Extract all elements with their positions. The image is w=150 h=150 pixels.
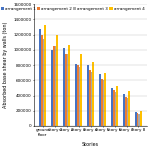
Legend: arrangement 1, arrangement 2, arrangement 3, arrangement 4: arrangement 1, arrangement 2, arrangemen… — [0, 6, 145, 12]
Bar — [104, 73, 106, 126]
Bar — [92, 62, 94, 126]
Bar — [87, 65, 89, 126]
Bar — [140, 111, 142, 126]
Bar — [51, 50, 53, 126]
Bar — [55, 46, 56, 126]
Bar — [45, 25, 46, 126]
Bar — [135, 112, 137, 126]
X-axis label: Stories: Stories — [82, 142, 99, 147]
Bar — [67, 54, 68, 126]
Bar — [80, 54, 82, 126]
Bar — [138, 114, 140, 126]
Bar — [68, 45, 70, 126]
Bar — [126, 98, 128, 126]
Y-axis label: Absorbed base shear by walls (ton): Absorbed base shear by walls (ton) — [3, 22, 8, 108]
Bar — [56, 35, 58, 126]
Bar — [99, 74, 101, 126]
Bar — [116, 86, 118, 126]
Bar — [103, 80, 104, 126]
Bar — [89, 70, 91, 126]
Bar — [43, 39, 45, 126]
Bar — [79, 67, 80, 126]
Bar — [113, 90, 115, 126]
Bar — [91, 72, 92, 126]
Bar — [41, 35, 43, 126]
Bar — [101, 79, 103, 126]
Bar — [75, 64, 77, 126]
Bar — [137, 113, 138, 126]
Bar — [111, 88, 113, 126]
Bar — [128, 91, 130, 126]
Bar — [53, 46, 55, 126]
Bar — [39, 29, 41, 126]
Bar — [77, 65, 79, 126]
Bar — [123, 94, 125, 126]
Bar — [65, 54, 67, 126]
Bar — [115, 92, 116, 126]
Bar — [125, 97, 126, 126]
Bar — [63, 48, 65, 126]
